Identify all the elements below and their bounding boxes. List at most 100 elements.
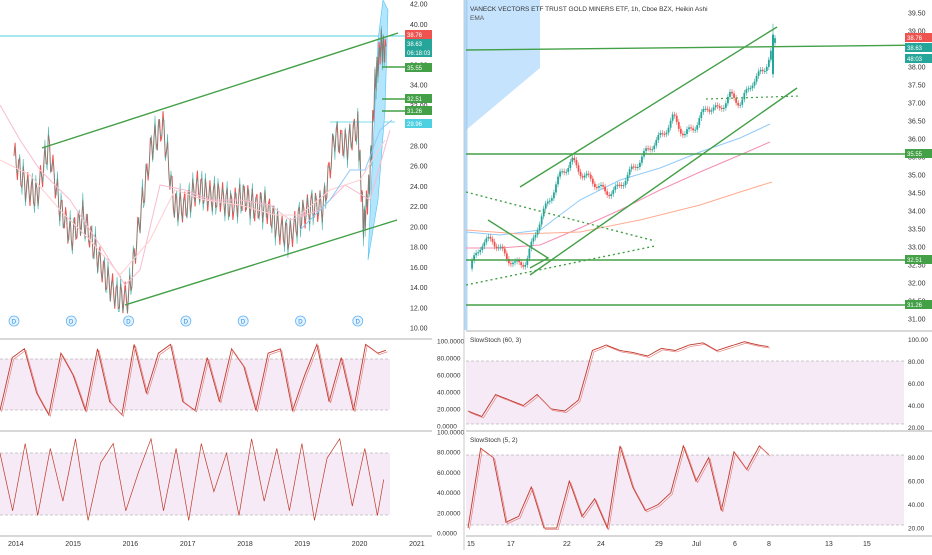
candle-body <box>688 127 690 130</box>
right-price-tags: 38.76 38.63 48:03 35.55 32.51 31.26 <box>905 33 932 309</box>
candle-body <box>540 216 543 225</box>
candle-body <box>663 133 666 135</box>
candle-body <box>698 118 701 126</box>
candle-body <box>550 198 553 201</box>
candle-body <box>731 91 733 94</box>
y-tick-label: 100.00 <box>908 337 928 344</box>
y-tick-label: 34.00 <box>410 83 428 90</box>
y-tick-label: 26.00 <box>410 164 428 171</box>
y-tick-label: 39.00 <box>908 29 926 36</box>
dividend-marker-icon <box>352 315 364 327</box>
stoch-label[interactable]: SlowStoch (60, 3) <box>470 337 521 344</box>
candle-body <box>724 103 727 108</box>
y-tick-label: 60.0000 <box>437 470 461 477</box>
resistance-dotted <box>705 95 801 100</box>
candle-body <box>655 139 658 146</box>
price-tag-label: 35.55 <box>907 152 923 158</box>
candle-body <box>765 66 768 71</box>
x-tick-label: 15 <box>467 541 475 548</box>
candle-body <box>571 157 574 162</box>
candle-body <box>501 246 504 249</box>
y-tick-label: 100.0000 <box>437 339 464 346</box>
x-tick-label: 2019 <box>295 541 311 548</box>
candle-body <box>534 234 537 238</box>
ema-mid <box>466 141 771 249</box>
candle-body <box>483 242 486 247</box>
y-tick-label: 80.00 <box>908 359 925 366</box>
projection-zone <box>466 0 540 130</box>
candle-body <box>497 247 500 249</box>
candle-body <box>593 183 596 188</box>
price-tag <box>405 63 432 72</box>
candle-body <box>505 253 508 260</box>
indicator-label[interactable]: EMA <box>470 15 485 22</box>
candle-body <box>606 191 609 195</box>
candle-body <box>767 59 770 67</box>
right-time-axis[interactable]: 15 17 22 24 29 Jul 6 8 13 15 <box>467 541 871 548</box>
candle-body <box>645 148 647 151</box>
dividend-marker-label: D <box>184 320 189 326</box>
y-tick-label: 32.50 <box>908 263 926 270</box>
left-stoch-upper-pane[interactable] <box>0 338 432 418</box>
left-stoch-lower-pane[interactable] <box>0 430 432 521</box>
candle-body <box>598 186 600 188</box>
candle-body <box>475 253 478 256</box>
candle-body <box>706 108 709 110</box>
candle-body <box>544 203 547 209</box>
candle-body <box>677 121 680 129</box>
triangle-upper <box>465 191 656 242</box>
y-tick-label: 36.50 <box>908 119 926 126</box>
x-tick-label: 2017 <box>180 541 196 548</box>
price-tag-label: 31.26 <box>907 303 923 309</box>
x-tick-label: 2020 <box>352 541 368 548</box>
right-price-pane[interactable] <box>464 0 932 330</box>
y-tick-label: 40.0000 <box>437 490 461 497</box>
candle-body <box>520 262 523 266</box>
candle-body <box>514 261 516 263</box>
candle-body <box>487 236 490 239</box>
price-tag-label: 31.26 <box>407 109 423 115</box>
candle-body <box>528 248 531 259</box>
x-tick-label: 17 <box>507 541 515 548</box>
dividend-marker-icon <box>295 315 306 327</box>
ema-slow <box>465 181 773 235</box>
candle-body <box>712 107 715 111</box>
y-tick-label: 33.00 <box>908 245 926 252</box>
candle-body <box>536 230 539 235</box>
y-tick-label: 20.00 <box>908 425 925 432</box>
y-tick-label: 38.00 <box>908 65 926 72</box>
flag-pattern <box>487 219 550 269</box>
price-tag <box>405 30 432 39</box>
candle-body <box>751 85 754 89</box>
candle-body <box>563 171 566 173</box>
candle-body <box>696 125 699 130</box>
left-time-axis[interactable]: 2014 2015 2016 2017 2018 2019 2020 2021 <box>8 541 425 548</box>
symbol-title[interactable]: VANECK VECTORS ETF TRUST GOLD MINERS ETF… <box>470 6 708 13</box>
candle-body <box>526 258 529 265</box>
candle-body <box>610 194 613 197</box>
stoch-signal-line <box>469 446 771 531</box>
ema-fast <box>299 119 393 231</box>
candle-body <box>735 97 738 103</box>
candle-body <box>651 149 654 151</box>
heikin-ashi-candles <box>471 23 776 272</box>
stoch-label[interactable]: SlowStoch (5, 2) <box>470 437 518 444</box>
candle-body <box>632 166 635 168</box>
right-stoch-upper-pane[interactable]: SlowStoch (60, 3) <box>466 330 932 425</box>
dividend-marker-icon <box>65 315 77 327</box>
candle-body <box>616 184 619 187</box>
channel-lower <box>124 219 398 306</box>
price-tag-label: 38.76 <box>407 33 423 39</box>
candle-body <box>555 184 557 193</box>
stoch-line <box>0 342 387 417</box>
right-stoch-lower-pane[interactable]: SlowStoch (5, 2) <box>466 430 932 531</box>
y-tick-label: 80.0000 <box>437 356 461 363</box>
left-price-series <box>13 29 387 314</box>
candle-body <box>600 184 602 187</box>
x-tick-label: 22 <box>563 541 571 548</box>
candle-body <box>585 173 588 176</box>
y-tick-label: 20.00 <box>410 224 428 231</box>
